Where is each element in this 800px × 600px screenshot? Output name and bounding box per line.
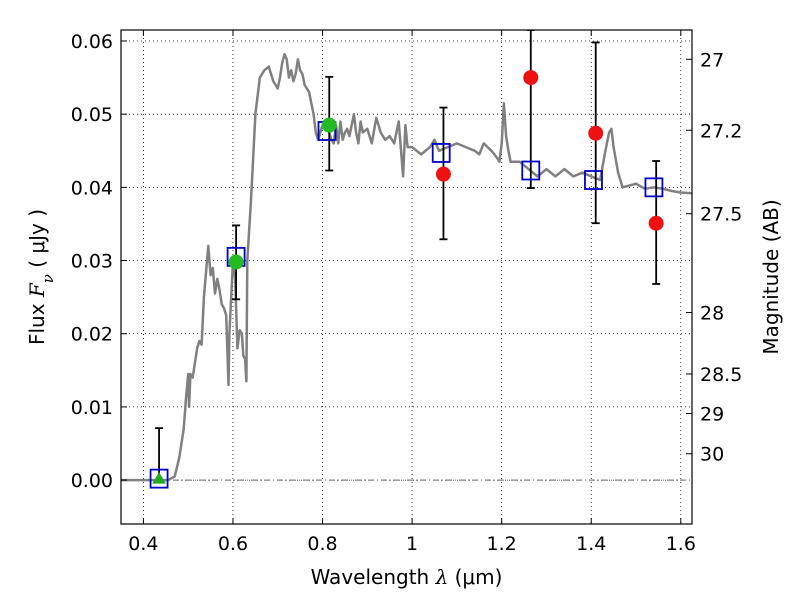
y-tick-label: 0.06 — [71, 31, 113, 53]
y-axis-label-prefix: Flux — [25, 297, 49, 345]
x-axis-label: Wavelength λ (μm) — [311, 565, 503, 589]
y-axis-label-unit: ( μJy ) — [25, 209, 49, 274]
y-tick-label: 0.04 — [71, 177, 113, 199]
y2-tick-label: 27 — [700, 49, 724, 71]
upper-limit-triangle — [152, 472, 166, 484]
observed-point-red — [435, 166, 451, 182]
y2-tick-label: 28 — [700, 302, 724, 324]
x-tick-label: 0.8 — [307, 533, 337, 555]
y-tick-label: 0.00 — [71, 470, 113, 492]
x-axis-label-prefix: Wavelength — [311, 565, 436, 589]
y-axis-label: Flux Fν ( μJy ) — [25, 209, 57, 345]
y2-tick-label: 30 — [700, 444, 724, 466]
x-tick-label: 0.6 — [218, 533, 248, 555]
x-axis-label-symbol: λ — [435, 565, 449, 589]
model-flux-square — [431, 143, 451, 163]
model-flux-square — [584, 170, 603, 190]
x-tick-label: 1.2 — [487, 533, 517, 555]
observed-point-red — [588, 125, 604, 141]
x-tick-label: 0.4 — [128, 533, 158, 555]
y-axis-label-symbol: F — [25, 282, 49, 298]
x-tick-label: 1.6 — [666, 533, 696, 555]
y-tick-label: 0.05 — [71, 104, 113, 126]
y2-tick-label: 27.2 — [700, 120, 742, 142]
observed-point-red — [648, 215, 664, 231]
observed-point-green — [228, 254, 244, 270]
y2-tick-label: 27.5 — [700, 204, 742, 226]
x-tick-label: 1 — [406, 533, 418, 555]
model-flux-square — [521, 160, 541, 181]
observed-point-red — [523, 70, 539, 86]
y2-tick-label: 29 — [700, 403, 724, 425]
y2-axis-label: Magnitude (AB) — [759, 199, 783, 354]
y2-tick-label: 28.5 — [700, 364, 742, 386]
axis-labels: Wavelength λ (μm) Flux Fν ( μJy ) Magnit… — [25, 199, 783, 589]
y-tick-label: 0.02 — [71, 324, 113, 346]
model-flux-square — [644, 177, 664, 198]
y-tick-label: 0.01 — [71, 397, 113, 419]
x-tick-label: 1.4 — [576, 533, 606, 555]
model-flux-square — [149, 468, 169, 489]
plot-area — [121, 30, 692, 489]
spectrum-line — [121, 52, 692, 482]
y-axis-label-subscript: ν — [39, 274, 57, 283]
plot-frame — [120, 29, 693, 525]
observed-point-green — [321, 117, 337, 133]
axis-ticks: 0.4 0.6 0.8 1 1.2 1.4 1.6 0.00 0.01 0.02 0.03 0.04 0… — [71, 30, 742, 555]
y-tick-label: 0.03 — [71, 251, 113, 273]
x-axis-label-unit: (μm) — [448, 565, 502, 589]
